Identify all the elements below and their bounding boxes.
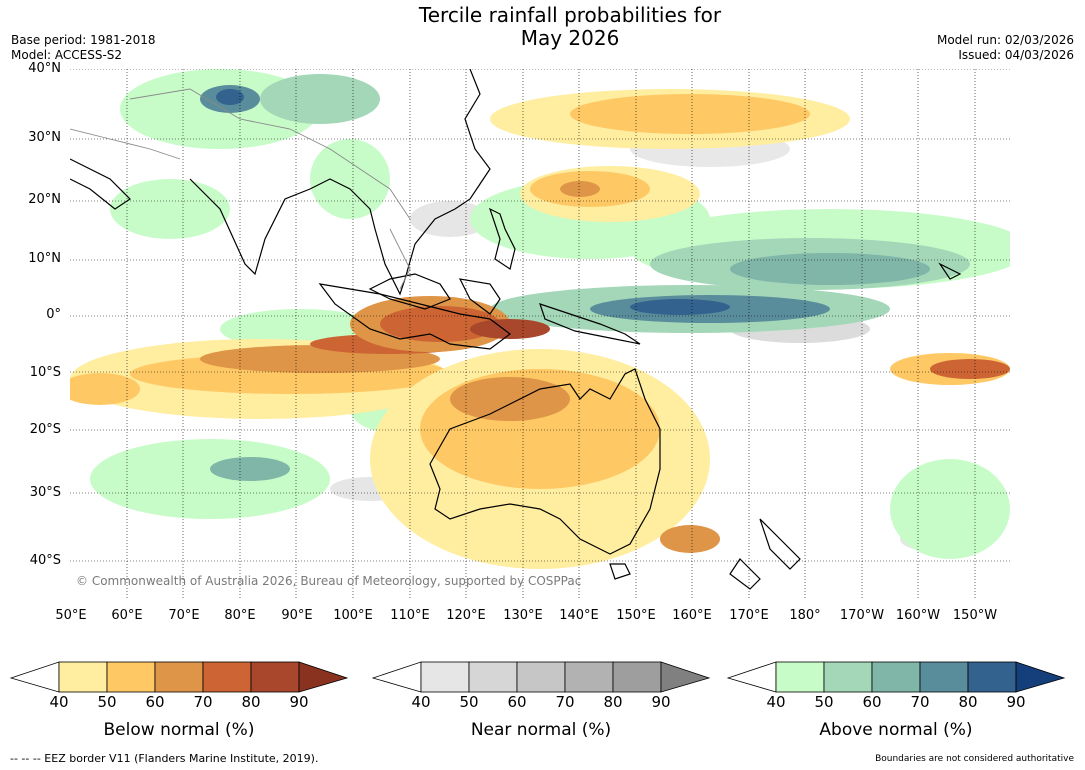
- colorbar-swatch: [919, 661, 969, 693]
- copyright-notice: © Commonwealth of Australia 2026, Bureau…: [76, 574, 582, 588]
- colorbar-swatch: [612, 661, 662, 693]
- country-borders: [70, 88, 411, 290]
- colorbar-tick: 80: [958, 693, 978, 711]
- colorbar-tick: 60: [145, 693, 165, 711]
- colorbar-tick: 80: [603, 693, 623, 711]
- colorbar-extend-high: [660, 661, 711, 693]
- colorbar-tick: 80: [241, 693, 261, 711]
- colorbar-near-normal: [371, 661, 711, 693]
- lat-label: 0°: [46, 307, 61, 322]
- colorbar-tick: 90: [1006, 693, 1026, 711]
- lon-label: 100°E: [333, 608, 373, 623]
- colorbar-label-above: Above normal (%): [819, 720, 973, 740]
- colorbar-swatch: [516, 661, 566, 693]
- model-run-text: Model run: 02/03/2026: [936, 33, 1074, 47]
- colorbar-label-near: Near normal (%): [470, 720, 612, 740]
- map-canvas: [70, 69, 1010, 599]
- colorbar-tick: 90: [289, 693, 309, 711]
- title-line-1: Tercile rainfall probabilities for: [418, 3, 722, 27]
- lon-label: 90°E: [281, 608, 313, 623]
- colorbar-swatch: [154, 661, 204, 693]
- colorbar-legends: [9, 661, 1066, 693]
- colorbar-swatch: [202, 661, 252, 693]
- colorbar-swatch: [871, 661, 921, 693]
- lat-label: 20°S: [29, 422, 61, 437]
- lat-label: 10°N: [28, 251, 61, 266]
- colorbar-above-normal: [726, 661, 1066, 693]
- title-line-2: May 2026: [520, 26, 620, 50]
- colorbar-swatch: [967, 661, 1017, 693]
- colorbar-swatch: [250, 661, 300, 693]
- map-gridlines: [70, 69, 1010, 599]
- lat-label: 10°S: [29, 365, 61, 380]
- colorbar-tick: 50: [97, 693, 117, 711]
- colorbar-tick: 90: [651, 693, 671, 711]
- colorbar-tick: 40: [49, 693, 69, 711]
- boundaries-disclaimer: Boundaries are not considered authoritat…: [875, 754, 1074, 764]
- lat-label: 40°N: [28, 61, 61, 76]
- lon-label: 110°E: [390, 608, 430, 623]
- colorbar-swatch: [564, 661, 614, 693]
- lat-label: 30°N: [28, 130, 61, 145]
- colorbar-tick: 70: [910, 693, 930, 711]
- colorbar-tick: 50: [459, 693, 479, 711]
- lon-label: 150°W: [952, 608, 998, 623]
- colorbar-extend-low: [9, 661, 60, 693]
- lon-label: 140°E: [559, 608, 599, 623]
- colorbar-extend-low: [726, 661, 777, 693]
- model-text: Model: ACCESS-S2: [11, 48, 123, 62]
- lon-label: 160°W: [895, 608, 941, 623]
- colorbar-extend-high: [1015, 661, 1066, 693]
- colorbar-tick: 60: [507, 693, 527, 711]
- colorbar-swatch: [106, 661, 156, 693]
- lon-label: 70°E: [168, 608, 200, 623]
- colorbar-tick: 40: [411, 693, 431, 711]
- lon-label: 50°E: [55, 608, 87, 623]
- lon-label: 170°W: [839, 608, 885, 623]
- colorbar-extend-high: [298, 661, 349, 693]
- colorbar-swatch: [468, 661, 518, 693]
- lon-label: 120°E: [446, 608, 486, 623]
- base-period-text: Base period: 1981-2018: [11, 33, 156, 47]
- model-info: Base period: 1981-2018 Model: ACCESS-S2: [11, 33, 156, 63]
- lat-label: 20°N: [28, 192, 61, 207]
- colorbar-swatch: [823, 661, 873, 693]
- colorbar-label-below: Below normal (%): [103, 720, 255, 740]
- rainfall-probability-field: [70, 69, 1010, 569]
- colorbar-swatch: [58, 661, 108, 693]
- coastlines: [70, 69, 962, 590]
- colorbar-tick: 60: [862, 693, 882, 711]
- colorbar-swatch: [775, 661, 825, 693]
- lon-label: 80°E: [224, 608, 256, 623]
- colorbar-swatch: [420, 661, 470, 693]
- lon-label: 130°E: [503, 608, 543, 623]
- run-info: Model run: 02/03/2026 Issued: 04/03/2026: [937, 33, 1074, 63]
- colorbar-tick: 70: [555, 693, 575, 711]
- lon-label: 170°E: [729, 608, 769, 623]
- lat-label: 30°S: [29, 485, 61, 500]
- colorbar-tick: 40: [766, 693, 786, 711]
- colorbar-tick: 50: [814, 693, 834, 711]
- lon-label: 150°E: [616, 608, 656, 623]
- map-title: Tercile rainfall probabilities for May 2…: [0, 4, 1085, 50]
- lon-label: 60°E: [111, 608, 143, 623]
- issued-text: Issued: 04/03/2026: [958, 48, 1074, 62]
- colorbar-below-normal: [9, 661, 349, 693]
- eez-border-note: -- -- -- EEZ border V11 (Flanders Marine…: [10, 752, 319, 765]
- lon-label: 160°E: [672, 608, 712, 623]
- colorbar-extend-low: [371, 661, 422, 693]
- colorbar-tick: 70: [193, 693, 213, 711]
- probability-map: [70, 69, 1010, 599]
- lat-label: 40°S: [29, 553, 61, 568]
- lon-label: 180°: [789, 608, 821, 623]
